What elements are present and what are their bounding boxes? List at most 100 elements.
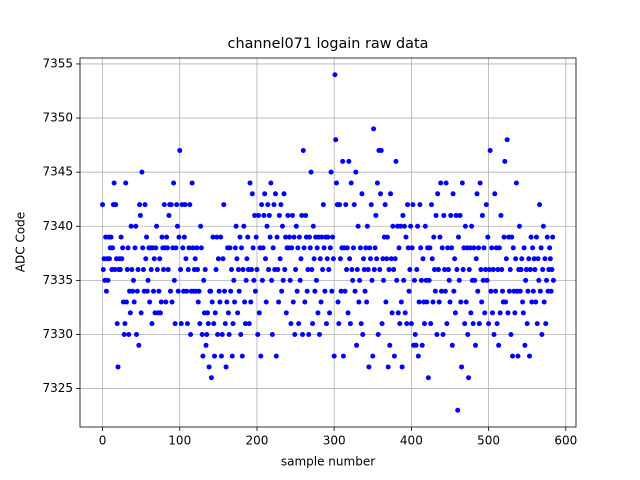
point	[503, 299, 509, 305]
point	[259, 277, 265, 283]
point	[228, 267, 234, 273]
point	[491, 331, 497, 337]
point	[161, 202, 167, 208]
point	[175, 288, 181, 294]
point	[496, 342, 502, 348]
point	[445, 267, 451, 273]
point	[475, 288, 481, 294]
point	[209, 299, 215, 305]
point	[536, 277, 542, 283]
point	[222, 321, 228, 327]
point	[420, 256, 426, 262]
point	[543, 321, 549, 327]
point	[138, 310, 144, 316]
point	[385, 364, 391, 370]
point	[319, 234, 325, 240]
point	[522, 342, 528, 348]
point	[369, 277, 375, 283]
point	[167, 288, 173, 294]
point	[335, 299, 341, 305]
point	[499, 288, 505, 294]
point	[173, 245, 179, 251]
point	[296, 234, 302, 240]
point	[323, 321, 329, 327]
point	[455, 407, 461, 413]
point	[251, 277, 257, 283]
point	[405, 245, 411, 251]
point	[542, 256, 548, 262]
point	[527, 353, 533, 359]
point	[277, 256, 283, 262]
point	[473, 256, 479, 262]
point	[340, 353, 346, 359]
point	[530, 245, 536, 251]
point	[374, 256, 380, 262]
point	[403, 234, 409, 240]
point	[387, 342, 393, 348]
point	[398, 299, 404, 305]
point	[466, 267, 472, 273]
point	[198, 223, 204, 229]
point	[226, 331, 232, 337]
point	[435, 267, 441, 273]
point	[384, 234, 390, 240]
point	[161, 267, 167, 273]
point	[377, 267, 383, 273]
point	[353, 169, 359, 175]
point	[482, 310, 488, 316]
point	[282, 267, 288, 273]
point	[242, 321, 248, 327]
point	[123, 180, 129, 186]
point	[422, 223, 428, 229]
point	[140, 245, 146, 251]
point	[241, 223, 247, 229]
point	[115, 364, 121, 370]
point	[218, 353, 224, 359]
point	[443, 180, 449, 186]
point	[483, 267, 489, 273]
point	[532, 267, 538, 273]
point	[471, 245, 477, 251]
point	[166, 212, 172, 218]
point	[343, 202, 349, 208]
point	[154, 267, 160, 273]
point	[516, 223, 522, 229]
point	[306, 331, 312, 337]
point	[472, 342, 478, 348]
point	[408, 321, 414, 327]
point	[370, 353, 376, 359]
point	[531, 256, 537, 262]
point	[534, 321, 540, 327]
point	[530, 288, 536, 294]
point	[537, 202, 543, 208]
point	[322, 288, 328, 294]
point	[309, 267, 315, 273]
point	[357, 277, 363, 283]
point	[297, 277, 303, 283]
point	[508, 331, 514, 337]
point	[351, 202, 357, 208]
point	[293, 223, 299, 229]
point	[120, 245, 126, 251]
point	[275, 267, 281, 273]
point	[252, 288, 258, 294]
point	[384, 256, 390, 262]
point	[215, 256, 221, 262]
point	[320, 267, 326, 273]
point	[523, 267, 529, 273]
point	[344, 267, 350, 273]
point	[424, 299, 430, 305]
point	[538, 245, 544, 251]
point	[428, 202, 434, 208]
point	[367, 256, 373, 262]
point	[174, 202, 180, 208]
point	[454, 267, 460, 273]
point	[124, 267, 130, 273]
point	[379, 321, 385, 327]
point	[517, 288, 523, 294]
point	[283, 310, 289, 316]
y-tick-label: 7355	[42, 56, 73, 70]
point	[144, 234, 150, 240]
point	[151, 256, 157, 262]
point	[496, 245, 502, 251]
